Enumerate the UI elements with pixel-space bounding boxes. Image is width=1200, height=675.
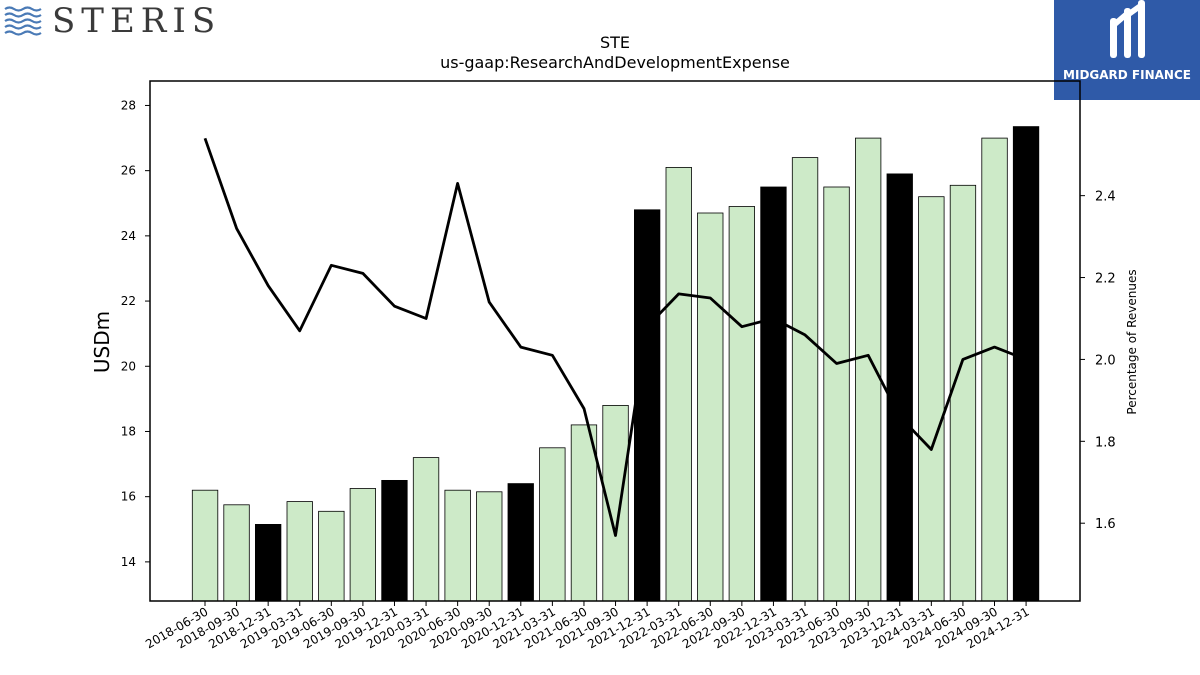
bar [760,186,787,602]
chart-subtitle: us-gaap:ResearchAndDevelopmentExpense [440,53,790,72]
bar [191,489,219,602]
y-tick-label: 28 [121,98,136,112]
bar [665,166,692,602]
bar [539,447,566,602]
y2-tick-label: 1.6 [1095,517,1116,532]
y2-tick-label: 2.4 [1095,190,1116,205]
y-tick-label: 20 [121,359,136,373]
y2-axis-label: Percentage of Revenues [1125,269,1139,414]
bar [634,209,661,602]
y-axis-label: USDm [90,311,114,373]
y-tick-label: 18 [121,424,136,438]
bar [318,510,345,602]
bar [286,501,313,602]
y-tick-label: 22 [121,294,136,308]
y-axis-left: 14 16 18 20 22 24 26 28 [121,98,150,569]
y2-tick-label: 2.0 [1095,353,1116,368]
bar [1012,126,1040,602]
ratio-line [203,137,1027,537]
y-tick-label: 24 [121,229,136,243]
bar [254,524,282,602]
bar [728,206,755,602]
y2-tick-label: 2.2 [1095,272,1116,287]
bar [412,457,440,602]
y-axis-right: 1.6 1.8 2.0 2.2 2.4 [1080,190,1116,532]
bar [476,491,503,602]
bar [223,504,250,602]
bar [823,186,850,602]
bar [507,483,534,602]
y-tick-label: 14 [121,555,136,569]
y2-tick-label: 1.8 [1095,435,1116,450]
plot-frame [149,80,1081,602]
midgard-m-icon [1110,0,1145,58]
steris-logo: STERIS [4,4,221,38]
bar [697,212,724,602]
steris-waves-icon [4,6,42,36]
bar [444,489,471,602]
midgard-finance-label: MIDGARD FINANCE [1063,68,1191,82]
bar [981,137,1008,602]
chart-title: STE [600,33,630,52]
line-series [203,137,1027,537]
steris-wordmark: STERIS [52,1,222,41]
bar [349,488,377,602]
bar [791,157,819,602]
bar [949,184,977,602]
bar [570,424,598,602]
bar [886,173,913,602]
midgard-finance-logo: MIDGARD FINANCE [1054,0,1200,100]
x-axis: 2018-06-302018-09-302018-12-312019-03-31… [143,601,1032,651]
y-tick-label: 26 [121,164,136,178]
bar [918,196,945,602]
bar [381,479,408,602]
y-tick-label: 16 [121,490,136,504]
